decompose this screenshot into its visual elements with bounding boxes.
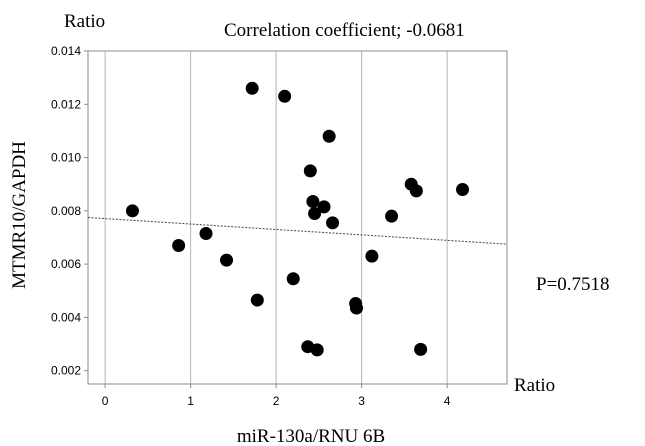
data-point-3	[220, 253, 234, 267]
x-tick-label-1: 1	[187, 394, 194, 408]
data-point-21	[409, 184, 423, 198]
y-tick-label-0: 0.002	[51, 364, 81, 378]
data-point-5	[250, 293, 264, 307]
data-point-0	[125, 204, 139, 218]
data-point-19	[385, 209, 399, 223]
x-tick-label-3: 3	[358, 394, 365, 408]
x-tick-label-2: 2	[273, 394, 280, 408]
data-point-11	[308, 207, 322, 221]
data-point-18	[365, 249, 379, 263]
data-point-22	[414, 342, 428, 356]
y-tick-label-5: 0.012	[51, 97, 81, 111]
chart-title: Correlation coefficient; -0.0681	[224, 20, 465, 41]
y-tick-label-6: 0.014	[51, 44, 81, 58]
x-axis-label: miR-130a/RNU 6B	[237, 426, 385, 446]
plot-frame	[87, 50, 508, 385]
y-tick-label-3: 0.008	[51, 204, 81, 218]
x-tick-label-0: 0	[102, 394, 109, 408]
data-points	[125, 81, 470, 357]
data-point-15	[326, 216, 340, 230]
data-point-1	[172, 238, 186, 252]
data-point-7	[286, 272, 300, 286]
data-point-17	[350, 301, 364, 315]
y-tick-label-1: 0.004	[51, 310, 81, 324]
x-axis-ticks: 0 1 2 3 4	[102, 384, 451, 408]
data-point-13	[317, 200, 331, 214]
data-point-9	[303, 164, 317, 178]
y-tick-label-4: 0.010	[51, 151, 81, 165]
data-point-14	[322, 129, 336, 143]
y-tick-label-2: 0.006	[51, 257, 81, 271]
data-point-12	[310, 343, 324, 357]
regression-line	[87, 217, 508, 245]
x-tick-label-4: 4	[444, 394, 451, 408]
y-axis-label: MTMR10/GAPDH	[9, 141, 30, 289]
y-axis-ticks: 0.002 0.004 0.006 0.008 0.010 0.012 0.014	[51, 44, 88, 378]
data-point-23	[456, 183, 470, 197]
grid-lines	[104, 51, 448, 384]
data-point-4	[245, 81, 259, 95]
y-unit-label: Ratio	[64, 11, 105, 32]
data-point-10	[306, 195, 320, 209]
x-unit-label: Ratio	[514, 375, 555, 396]
data-point-6	[278, 89, 292, 103]
data-point-2	[199, 226, 213, 240]
p-value-annotation: P=0.7518	[536, 274, 610, 295]
